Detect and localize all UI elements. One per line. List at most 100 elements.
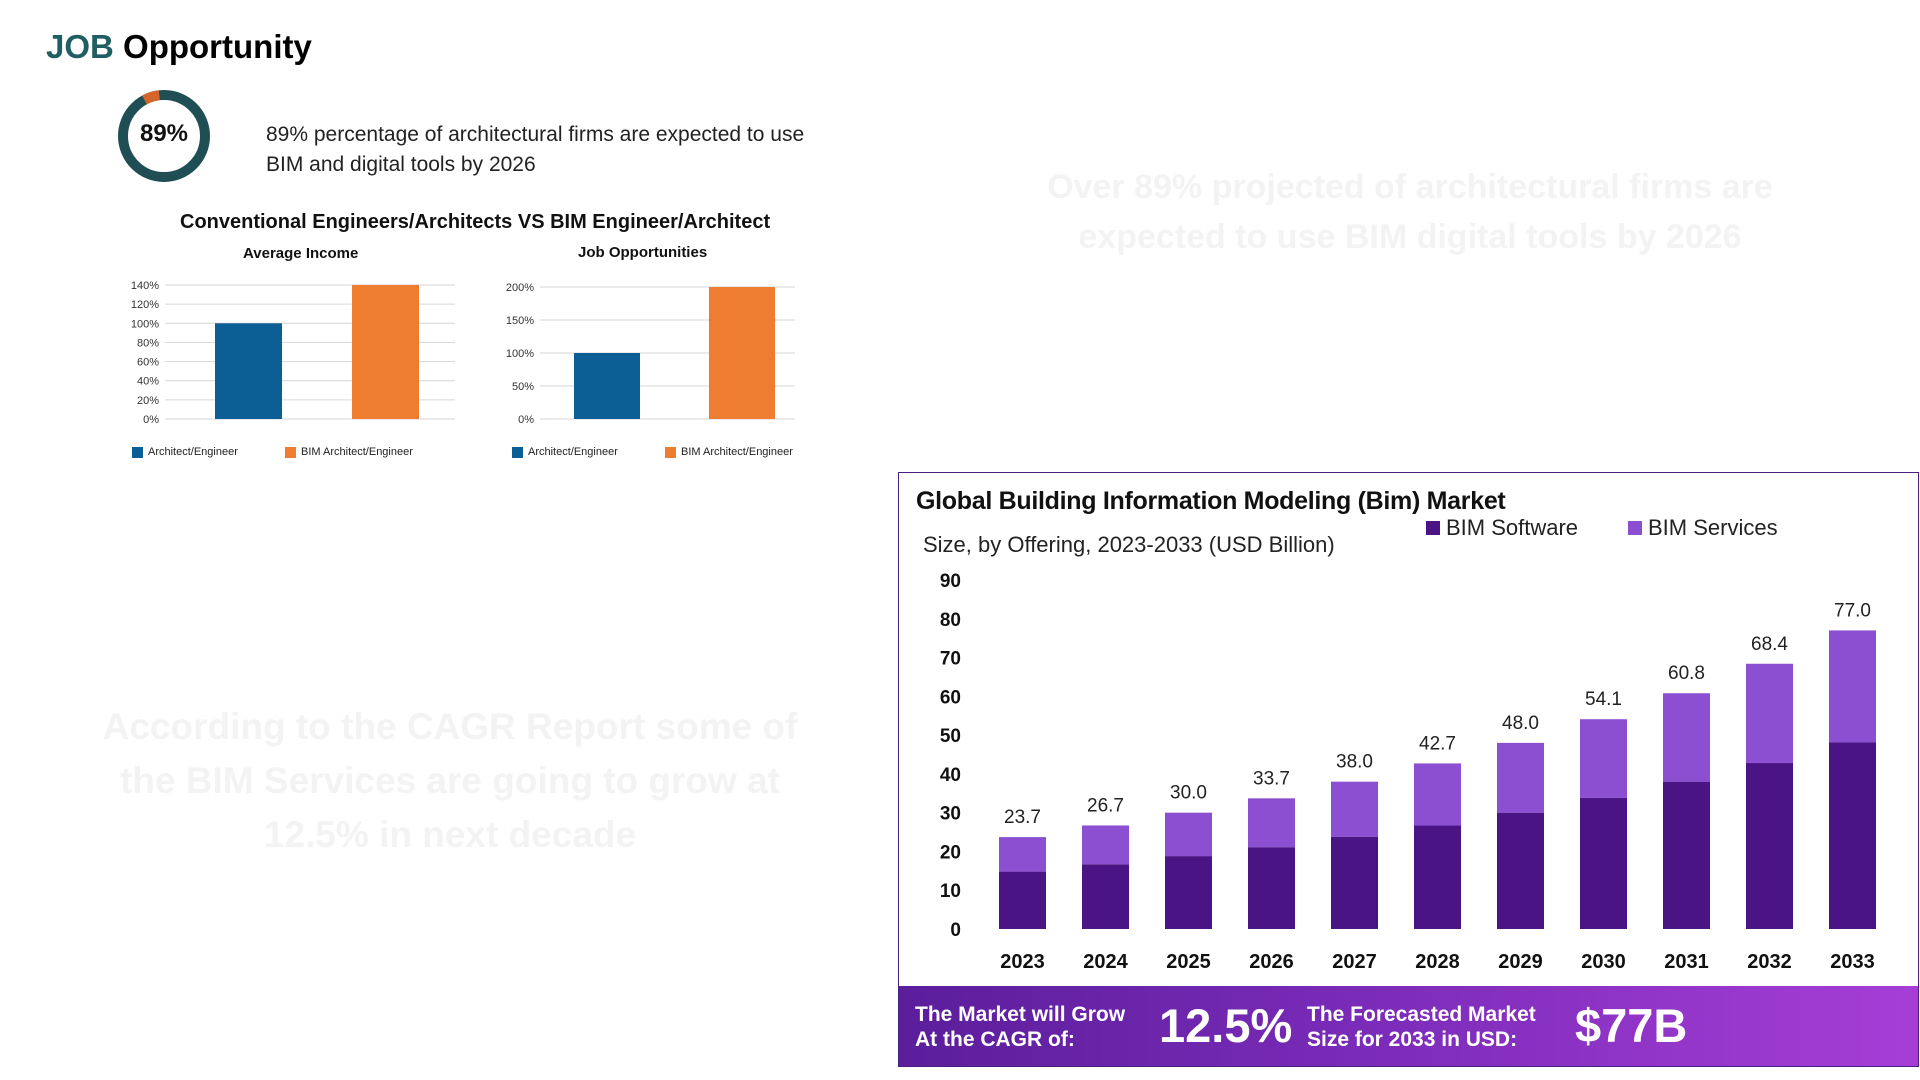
bar-bim-services-2030 xyxy=(1580,719,1627,798)
x-tick-label-2031: 2031 xyxy=(1664,951,1709,973)
bar-bim-services-2033 xyxy=(1829,630,1876,743)
legend-label: Architect/Engineer xyxy=(148,446,238,458)
y-tick-label: 50% xyxy=(512,381,534,393)
total-label-2027: 38.0 xyxy=(1336,752,1373,773)
x-tick-label-2025: 2025 xyxy=(1166,951,1211,973)
bar-architect xyxy=(215,323,282,419)
total-label-2033: 77.0 xyxy=(1834,600,1871,621)
ghost-text-right: Over 89% projected of architectural firm… xyxy=(1047,168,1773,256)
donut-percent-label: 89% xyxy=(139,120,189,147)
y-tick-label: 120% xyxy=(131,299,159,311)
legend-swatch xyxy=(132,446,143,458)
y-tick-label: 40 xyxy=(940,765,961,786)
market-stacked-bar-chart: 010203040506070809023.7202326.7202430.02… xyxy=(940,571,1876,973)
legend-swatch xyxy=(1628,521,1642,535)
bar-bim-services-2027 xyxy=(1331,781,1378,837)
bar-bim-services-2028 xyxy=(1414,763,1461,826)
cagr-caption-line-1: The Market will Grow xyxy=(915,1003,1126,1026)
legend-label: BIM Services xyxy=(1648,515,1778,540)
x-tick-label-2028: 2028 xyxy=(1415,951,1460,973)
forecast-value: $77B xyxy=(1575,999,1688,1052)
y-tick-label: 90 xyxy=(940,571,961,592)
x-tick-label-2027: 2027 xyxy=(1332,951,1377,973)
y-tick-label: 80 xyxy=(940,610,961,631)
bar-bim-services-2025 xyxy=(1165,812,1212,857)
y-tick-label: 50 xyxy=(940,726,961,747)
bar-bim-software-2026 xyxy=(1248,847,1295,929)
bar-bim-software-2029 xyxy=(1497,812,1544,929)
y-tick-label: 60% xyxy=(137,357,159,369)
legend-swatch xyxy=(285,446,296,458)
page-title: JOB Opportunity xyxy=(46,28,312,66)
total-label-2023: 23.7 xyxy=(1004,807,1041,828)
market-banner: The Market will Grow At the CAGR of: 12.… xyxy=(899,986,1918,1066)
legend-swatch xyxy=(665,446,676,458)
bar-bim xyxy=(709,287,775,419)
x-tick-label-2024: 2024 xyxy=(1083,951,1128,973)
total-label-2031: 60.8 xyxy=(1668,663,1705,684)
bar-bim-software-2032 xyxy=(1746,763,1793,929)
total-label-2032: 68.4 xyxy=(1751,634,1788,655)
total-label-2028: 42.7 xyxy=(1419,733,1456,754)
legend-swatch xyxy=(1426,521,1440,535)
x-tick-label-2030: 2030 xyxy=(1581,951,1626,973)
bar-bim-software-2033 xyxy=(1829,742,1876,929)
cagr-caption-line-2: At the CAGR of: xyxy=(915,1028,1075,1051)
donut-ring xyxy=(118,90,210,182)
percent-donut xyxy=(118,90,210,182)
bar-bim-software-2030 xyxy=(1580,797,1627,929)
legend-label: BIM Architect/Engineer xyxy=(681,446,793,458)
cagr-caption: The Market will Grow At the CAGR of: xyxy=(915,1002,1125,1052)
y-tick-label: 150% xyxy=(506,315,534,327)
jobs-bar-chart: 0% 50% 100% 150% 200% xyxy=(506,282,795,426)
x-tick-label-2023: 2023 xyxy=(1000,951,1045,973)
bar-bim-software-2023 xyxy=(999,871,1046,929)
legend-label: BIM Architect/Engineer xyxy=(301,446,413,458)
income-bar-chart: 0% 20% 40% 60% 80% 100% 120% 140% xyxy=(131,280,455,426)
total-label-2024: 26.7 xyxy=(1087,795,1124,816)
y-tick-label: 0% xyxy=(143,414,159,426)
legend-bim-software: BIM Software xyxy=(1426,515,1578,541)
jobs-legend-architect: Architect/Engineer xyxy=(512,446,618,458)
jobs-chart-title: Job Opportunities xyxy=(578,244,708,261)
stat-description: 89% percentage of architectural firms ar… xyxy=(266,123,805,176)
y-tick-label: 0 xyxy=(950,920,961,941)
y-tick-label: 140% xyxy=(131,280,159,292)
income-chart-title: Average Income xyxy=(243,245,359,262)
income-legend-architect: Architect/Engineer xyxy=(132,446,238,458)
forecast-caption: The Forecasted Market Size for 2033 in U… xyxy=(1307,1002,1536,1052)
y-tick-label: 100% xyxy=(131,318,159,330)
bar-bim-services-2031 xyxy=(1663,693,1710,782)
title-accent: JOB xyxy=(46,28,114,65)
y-tick-label: 200% xyxy=(506,282,534,294)
y-tick-label: 20 xyxy=(940,842,961,863)
bar-bim-software-2028 xyxy=(1414,825,1461,929)
x-tick-label-2033: 2033 xyxy=(1830,951,1875,973)
bar-bim-software-2024 xyxy=(1082,864,1129,929)
bar-bim-software-2025 xyxy=(1165,856,1212,929)
x-tick-label-2032: 2032 xyxy=(1747,951,1792,973)
total-label-2030: 54.1 xyxy=(1585,689,1622,710)
x-tick-label-2029: 2029 xyxy=(1498,951,1543,973)
forecast-caption-line-2: Size for 2033 in USD: xyxy=(1307,1028,1518,1051)
market-chart-title: Global Building Information Modeling (Bi… xyxy=(916,487,1506,515)
legend-swatch xyxy=(512,446,523,458)
jobs-legend-bim: BIM Architect/Engineer xyxy=(665,446,793,458)
bar-bim-software-2027 xyxy=(1331,836,1378,929)
bar-bim xyxy=(352,285,419,419)
y-tick-label: 100% xyxy=(506,348,534,360)
y-tick-label: 60 xyxy=(940,687,961,708)
forecast-caption-line-1: The Forecasted Market xyxy=(1307,1003,1536,1026)
y-tick-label: 80% xyxy=(137,337,159,349)
cagr-value: 12.5% xyxy=(1159,999,1293,1052)
bar-bim-services-2023 xyxy=(999,837,1046,872)
y-tick-label: 40% xyxy=(137,376,159,388)
bar-bim-services-2032 xyxy=(1746,663,1793,764)
bar-architect xyxy=(574,353,640,419)
legend-bim-services: BIM Services xyxy=(1628,515,1778,541)
market-chart-panel: 0 10 20 30 40 50 60 70 80 90 23.7 2023 26.7 2024 30.0 2… xyxy=(898,472,1919,1067)
market-chart-subtitle: Size, by Offering, 2023-2033 (USD Billio… xyxy=(923,532,1335,557)
total-label-2029: 48.0 xyxy=(1502,713,1539,734)
income-legend-bim: BIM Architect/Engineer xyxy=(285,446,413,458)
total-label-2025: 30.0 xyxy=(1170,783,1207,804)
